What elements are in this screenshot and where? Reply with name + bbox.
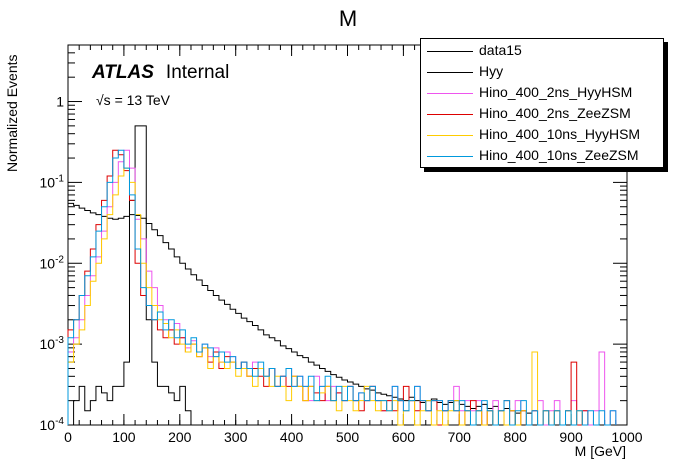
legend-swatch <box>427 114 473 115</box>
x-tick-label: 0 <box>64 429 72 445</box>
energy-label: √s = 13 TeV <box>96 92 170 108</box>
legend-entry: Hino_400_10ns_HyyHSM <box>421 125 663 145</box>
x-tick-label: 300 <box>224 429 248 445</box>
x-tick-label: 1000 <box>611 429 642 445</box>
y-tick-label: 10-1 <box>40 173 65 190</box>
legend-entry: Hino_400_10ns_ZeeZSM <box>421 146 663 166</box>
chart-title: M <box>338 6 358 31</box>
x-tick-label: 900 <box>559 429 583 445</box>
x-tick-label: 400 <box>280 429 304 445</box>
x-tick-label: 200 <box>168 429 192 445</box>
legend-label: Hino_400_10ns_ZeeZSM <box>479 147 639 163</box>
legend-swatch <box>427 93 473 94</box>
legend-label: data15 <box>479 42 522 58</box>
x-tick-label: 500 <box>336 429 360 445</box>
series-data15 <box>67 202 533 425</box>
legend-swatch <box>427 51 473 52</box>
y-tick-label: 10-4 <box>40 416 65 433</box>
x-tick-label: 600 <box>392 429 416 445</box>
x-tick-label: 700 <box>448 429 472 445</box>
series-hino-400-10ns-zeezsm <box>67 149 617 426</box>
x-axis-label: M [GeV] <box>574 443 626 459</box>
legend: data15 Hyy Hino_400_2ns_HyyHSM Hino_400_2ns… <box>420 38 664 168</box>
legend-entry: data15 <box>421 41 663 61</box>
legend-entry: Hino_400_2ns_ZeeZSM <box>421 104 663 124</box>
y-axis-label: Normalized Events <box>4 54 20 173</box>
atlas-label: ATLAS Internal <box>92 62 229 84</box>
legend-label: Hino_400_2ns_HyyHSM <box>479 84 633 100</box>
legend-entry: Hino_400_2ns_HyyHSM <box>421 83 663 103</box>
atlas-logo-text: ATLAS <box>92 62 154 83</box>
legend-entry: Hyy <box>421 62 663 82</box>
legend-label: Hino_400_2ns_ZeeZSM <box>479 105 631 121</box>
legend-swatch <box>427 135 473 136</box>
atlas-sublabel: Internal <box>165 62 230 83</box>
legend-swatch <box>427 72 473 73</box>
legend-label: Hino_400_10ns_HyyHSM <box>479 126 641 142</box>
y-tick-label: 10-3 <box>40 335 65 352</box>
legend-swatch <box>427 156 473 157</box>
y-tick-label: 1 <box>56 94 64 110</box>
legend-label: Hyy <box>479 63 504 79</box>
y-tick-label: 10-2 <box>40 254 65 271</box>
x-tick-label: 100 <box>112 429 136 445</box>
x-tick-label: 800 <box>504 429 528 445</box>
